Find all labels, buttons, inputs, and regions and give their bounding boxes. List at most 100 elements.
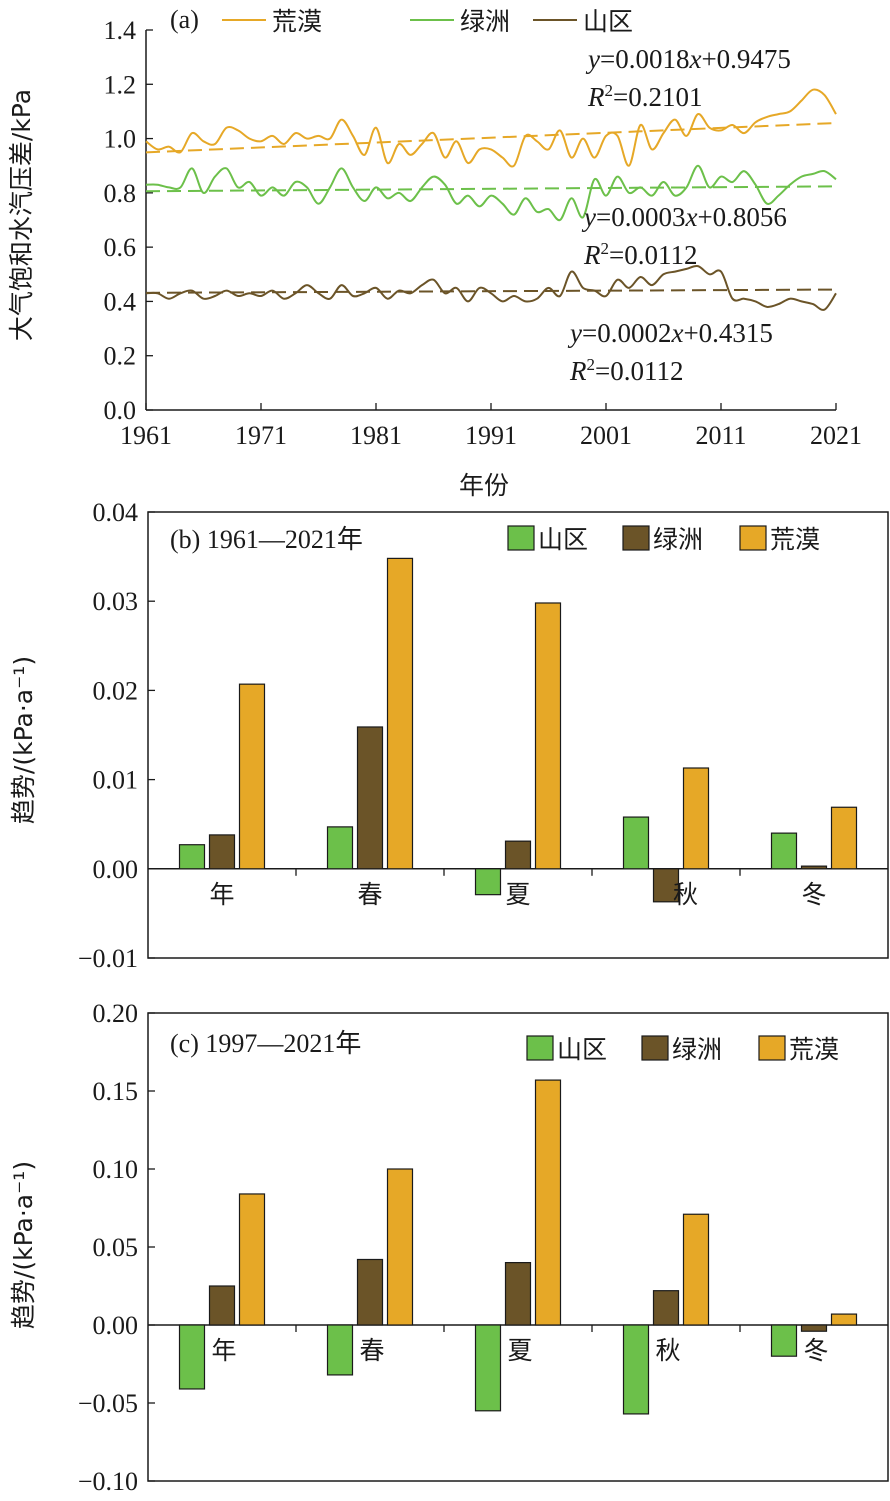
panel-b-legend-label: 荒漠 bbox=[770, 525, 820, 554]
panel-c-bar-chart: (c) 1997—2021年 趋势/(kPa·a⁻¹) −0.10 −0.05 0.… bbox=[9, 999, 889, 1496]
panel-b-category-label: 冬 bbox=[801, 880, 826, 909]
panel-a-r-squared: R2=0.2101 bbox=[587, 81, 702, 112]
panel-a-x-tick-label: 1981 bbox=[350, 421, 402, 450]
panel-c-y-tick-label: 0.05 bbox=[93, 1233, 139, 1262]
panel-a-x-tick-label: 2011 bbox=[695, 421, 746, 450]
panel-a-series-line-2 bbox=[145, 264, 837, 311]
panel-c-bar-1-1 bbox=[356, 1258, 384, 1326]
panel-c-bar-2-2 bbox=[534, 1079, 562, 1326]
panel-b-y-axis-label: 趋势/(kPa·a⁻¹) bbox=[9, 656, 38, 824]
panel-a-trend-equation: y=0.0018x+0.9475 bbox=[585, 44, 791, 74]
equation-x: x bbox=[670, 318, 683, 348]
panel-b-legend-label: 山区 bbox=[538, 525, 588, 554]
panel-c-bar-0-2 bbox=[474, 1324, 502, 1412]
equation-slope: =0.0003 bbox=[596, 202, 685, 232]
panel-c-bar-0-0 bbox=[178, 1324, 206, 1390]
panel-c-legend-item-0: 山区 bbox=[526, 1035, 607, 1064]
panel-a-x-tick-label: 1991 bbox=[465, 421, 517, 450]
panel-c-category-label: 夏 bbox=[507, 1336, 532, 1365]
equation-y: y bbox=[581, 202, 596, 232]
panel-c-bar-0-3 bbox=[622, 1324, 650, 1415]
panel-c-legend-item-2: 荒漠 bbox=[758, 1035, 839, 1064]
panel-b-bar-0-1 bbox=[326, 826, 354, 870]
panel-a-y-tick-label: 0.2 bbox=[104, 342, 137, 371]
panel-b-legend-swatch bbox=[507, 525, 535, 551]
panel-a-series-line-0 bbox=[145, 88, 837, 168]
r-squared-value: =0.2101 bbox=[613, 82, 702, 112]
panel-b-bar-1-0 bbox=[208, 834, 236, 870]
panel-c-bar-0-4 bbox=[770, 1324, 798, 1357]
panel-a-y-tick-label: 1.4 bbox=[104, 16, 137, 45]
panel-b-y-tick-label: 0.02 bbox=[93, 676, 139, 705]
equation-intercept: +0.8056 bbox=[697, 202, 786, 232]
panel-b-y-tick-label: 0.01 bbox=[93, 766, 139, 795]
panel-b-category-label: 秋 bbox=[673, 880, 698, 909]
panel-a-legend-item-2: 山区 bbox=[533, 7, 633, 36]
panel-a-y-tick-label: 1.0 bbox=[104, 125, 137, 154]
panel-c-y-axis-label: 趋势/(kPa·a⁻¹) bbox=[9, 1161, 38, 1329]
panel-c-bar-2-4 bbox=[830, 1313, 858, 1326]
panel-c-bar-1-3 bbox=[652, 1290, 680, 1326]
panel-b-legend-item-0: 山区 bbox=[507, 525, 588, 554]
panel-c-y-tick-label: 0.20 bbox=[93, 999, 139, 1028]
panel-b-bar-1-1 bbox=[356, 726, 384, 870]
equation-y: y bbox=[567, 318, 582, 348]
panel-a-x-tick-label: 2001 bbox=[580, 421, 632, 450]
panel-c-legend-label: 荒漠 bbox=[789, 1035, 839, 1064]
r-squared-label: R bbox=[569, 356, 587, 386]
panel-b-legend-label: 绿洲 bbox=[653, 525, 703, 554]
panel-b-bar-2-0 bbox=[238, 683, 266, 870]
equation-slope: =0.0018 bbox=[600, 44, 689, 74]
panel-c-legend-swatch bbox=[758, 1035, 786, 1061]
panel-a-y-tick-label: 0.0 bbox=[104, 396, 137, 425]
equation-x: x bbox=[688, 44, 701, 74]
r-squared-superscript: 2 bbox=[601, 239, 610, 258]
equation-intercept: +0.9475 bbox=[701, 44, 790, 74]
panel-a-y-tick-label: 1.2 bbox=[104, 70, 137, 99]
panel-c-legend-swatch bbox=[526, 1035, 554, 1061]
r-squared-superscript: 2 bbox=[587, 355, 596, 374]
panel-b-y-tick-label: 0.04 bbox=[93, 498, 139, 527]
panel-a-x-axis-label: 年份 bbox=[459, 471, 509, 500]
panel-b-bar-0-2 bbox=[474, 868, 502, 896]
panel-b-bar-0-4 bbox=[770, 832, 798, 870]
r-squared-label: R bbox=[583, 240, 601, 270]
panel-b-bar-0-3 bbox=[622, 816, 650, 870]
panel-b-bar-2-1 bbox=[386, 557, 414, 870]
panel-b-bar-0-0 bbox=[178, 844, 206, 870]
panel-a-x-tick-label: 2021 bbox=[810, 421, 862, 450]
equation-intercept: +0.4315 bbox=[683, 318, 772, 348]
panel-b-y-tick-label: 0.03 bbox=[93, 587, 139, 616]
panel-a-trend-equation: y=0.0002x+0.4315 bbox=[567, 318, 773, 348]
panel-c-y-tick-label: 0.10 bbox=[93, 1155, 139, 1184]
panel-b-bar-chart: (b) 1961—2021年 趋势/(kPa·a⁻¹) −0.01 0.00 0.0… bbox=[9, 498, 889, 973]
panel-c-bar-1-2 bbox=[504, 1261, 532, 1326]
panel-b-category-label: 春 bbox=[357, 880, 382, 909]
panel-c-legend-item-1: 绿洲 bbox=[641, 1035, 722, 1064]
panel-c-bar-2-0 bbox=[238, 1193, 266, 1326]
panel-a-r-squared: R2=0.0112 bbox=[569, 355, 683, 386]
panel-c-category-label: 春 bbox=[359, 1336, 384, 1365]
panel-c-legend-swatch bbox=[641, 1035, 669, 1061]
r-squared-value: =0.0112 bbox=[609, 240, 697, 270]
panel-a-x-tick-label: 1961 bbox=[120, 421, 172, 450]
panel-c-y-tick-label: −0.10 bbox=[78, 1467, 138, 1496]
panel-b-bar-2-2 bbox=[534, 602, 562, 870]
panel-b-legend-item-1: 绿洲 bbox=[622, 525, 703, 554]
panel-a-trend-line-2 bbox=[145, 288, 837, 294]
panel-a-trend-line-1 bbox=[145, 185, 837, 193]
panel-b-bar-1-2 bbox=[504, 840, 532, 870]
panel-b-legend-swatch bbox=[622, 525, 650, 551]
panel-c-legend-label: 山区 bbox=[557, 1035, 607, 1064]
panel-c-category-label: 冬 bbox=[803, 1336, 828, 1365]
panel-b-bar-2-4 bbox=[830, 806, 858, 870]
panel-c-y-tick-label: 0.15 bbox=[93, 1077, 139, 1106]
panel-a-y-tick-label: 0.6 bbox=[104, 233, 137, 262]
panel-b-label: (b) 1961—2021年 bbox=[170, 525, 363, 554]
r-squared-label: R bbox=[587, 82, 605, 112]
panel-b-bar-1-4 bbox=[800, 865, 828, 870]
panel-b-y-tick-label: 0.00 bbox=[93, 855, 139, 884]
panel-c-bar-1-0 bbox=[208, 1285, 236, 1326]
panel-a-series-line-1 bbox=[145, 164, 837, 222]
